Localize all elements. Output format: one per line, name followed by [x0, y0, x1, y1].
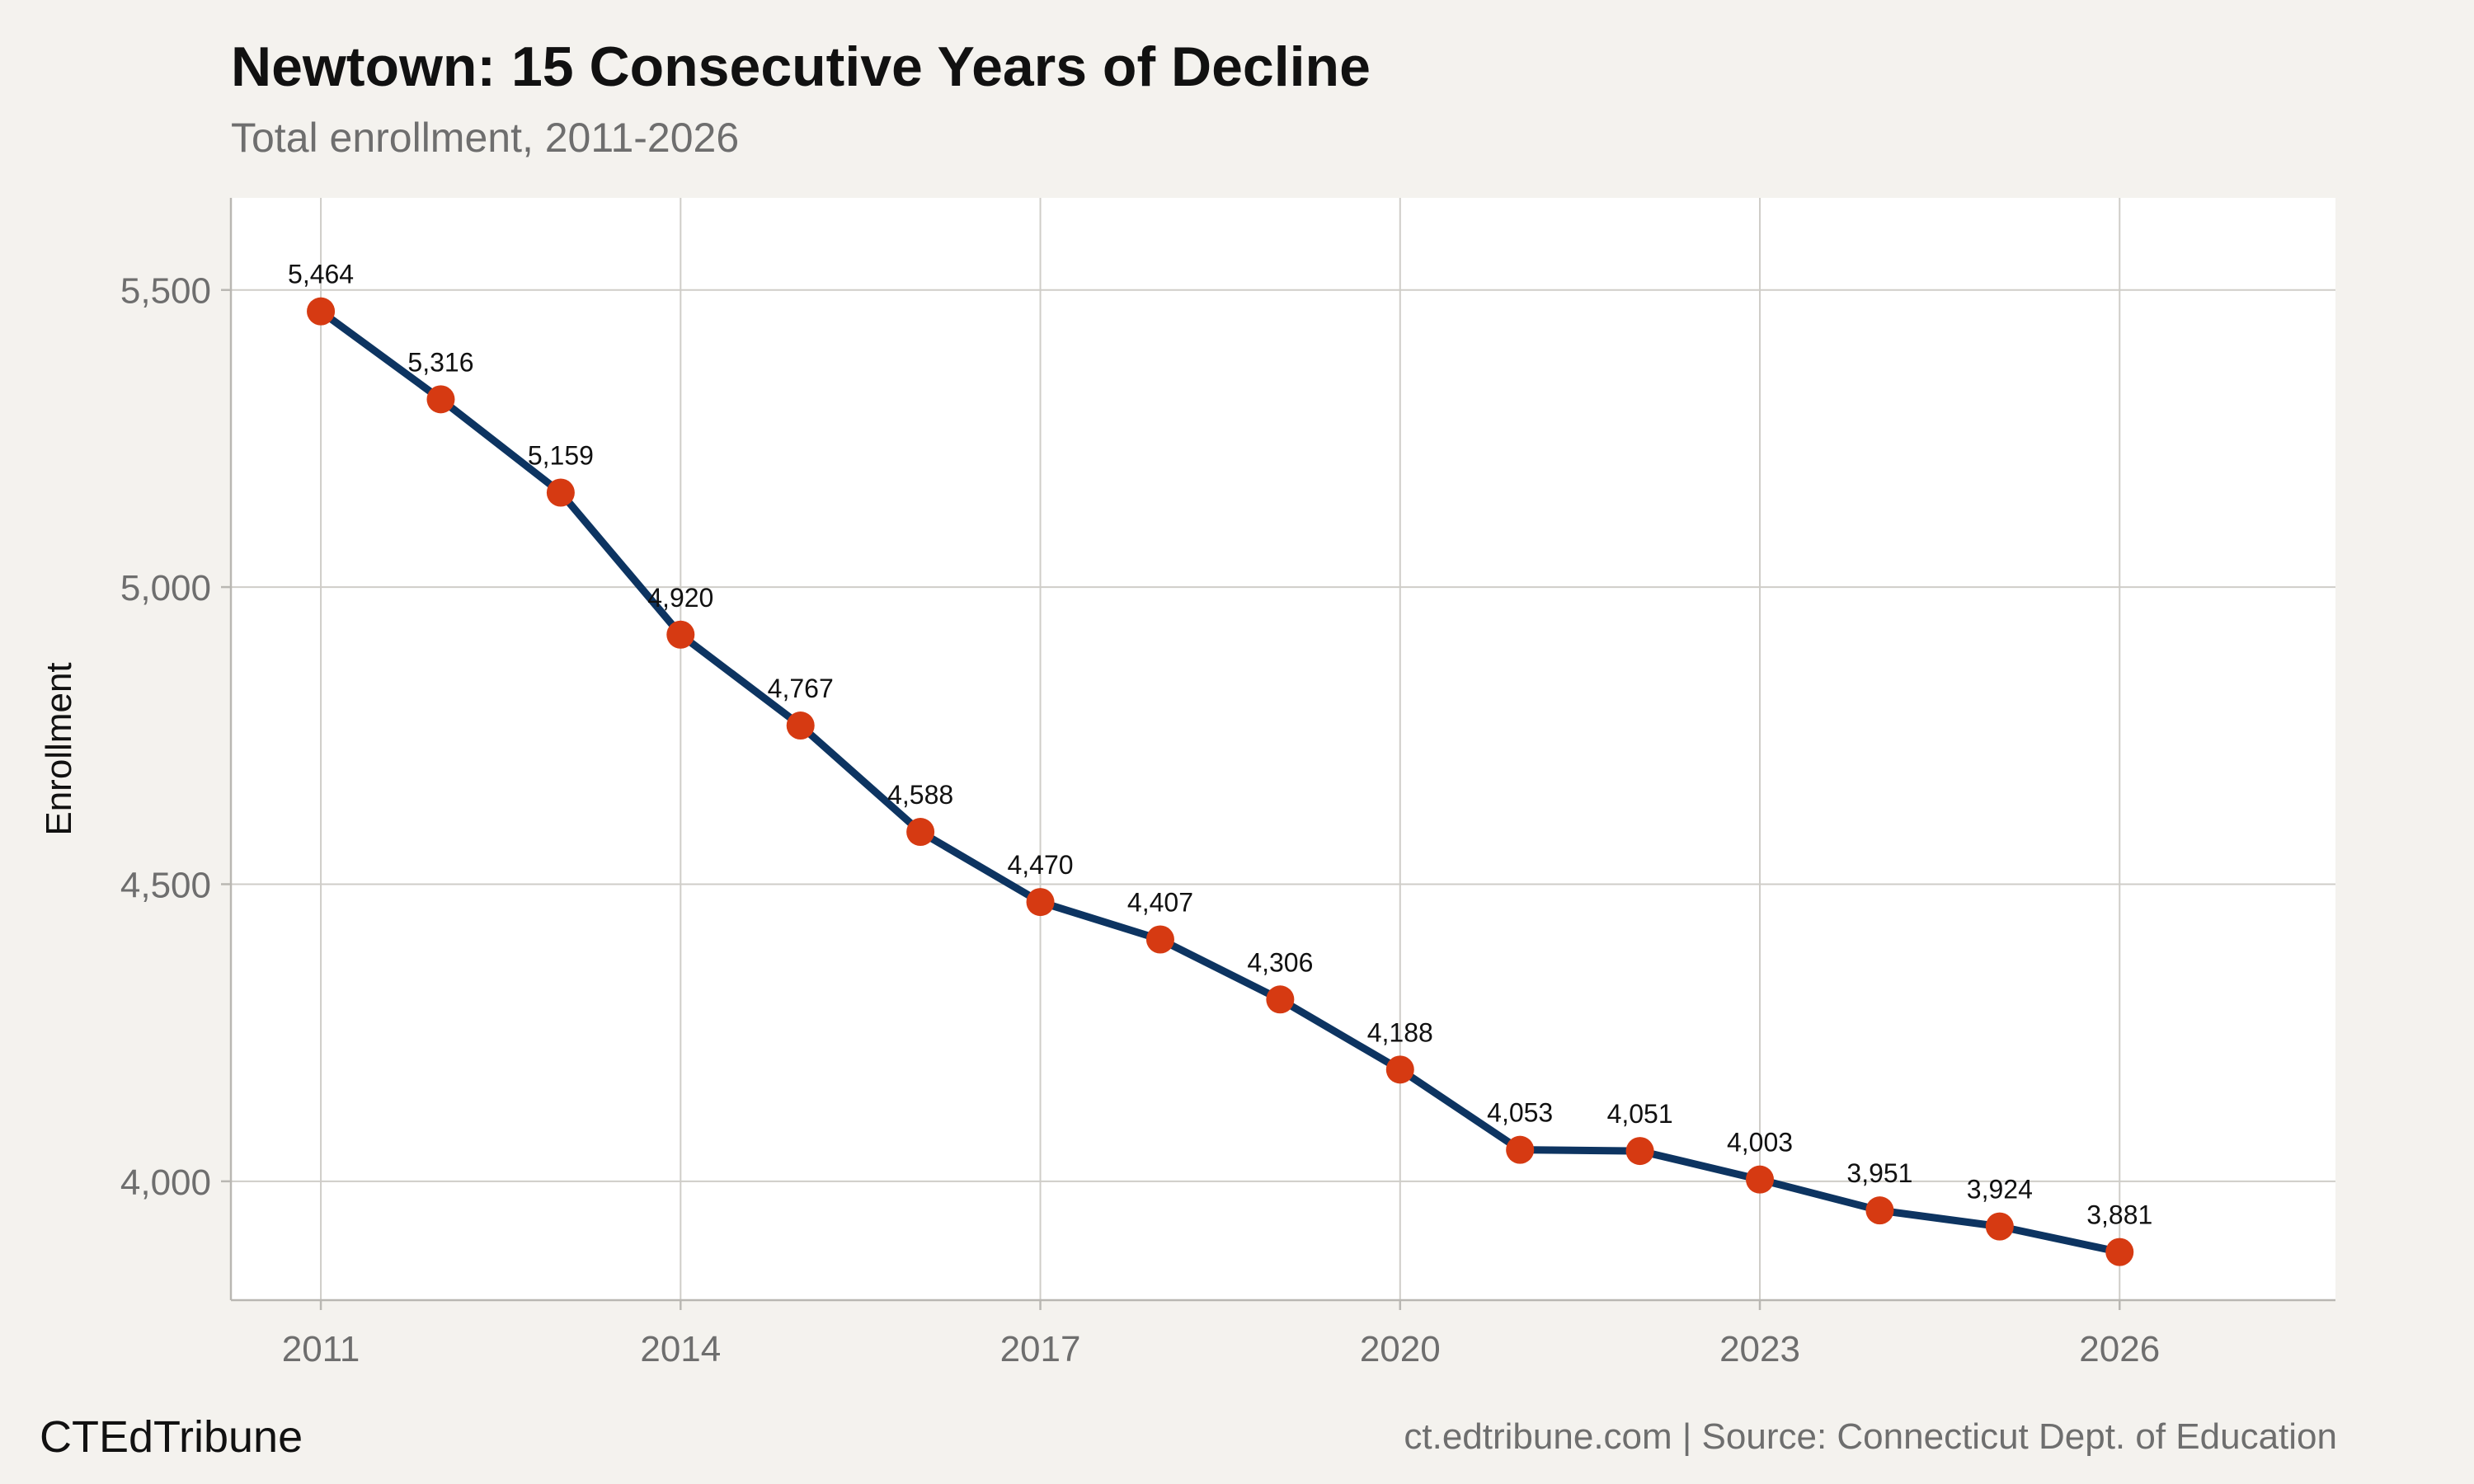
- plot-area: [231, 198, 2335, 1300]
- source-credit: ct.edtribune.com | Source: Connecticut D…: [1404, 1416, 2337, 1457]
- data-point: [1865, 1196, 1894, 1225]
- x-tick-label: 2026: [2079, 1329, 2160, 1369]
- data-point: [1506, 1135, 1535, 1164]
- data-label: 4,053: [1487, 1098, 1553, 1128]
- brand-logo-text: CTEdTribune: [40, 1412, 303, 1462]
- data-point: [1985, 1212, 2014, 1241]
- y-tick-label: 4,500: [120, 865, 211, 905]
- x-tick-label: 2014: [640, 1329, 721, 1369]
- data-label: 4,588: [887, 780, 953, 810]
- data-point: [1145, 925, 1174, 954]
- data-point: [1746, 1165, 1775, 1194]
- data-label: 4,051: [1607, 1099, 1673, 1129]
- data-label: 4,306: [1247, 947, 1313, 977]
- data-label: 4,767: [768, 674, 834, 703]
- chart-title: Newtown: 15 Consecutive Years of Decline: [231, 35, 1371, 98]
- y-axis-title: Enrollment: [39, 662, 79, 835]
- data-point: [1625, 1137, 1654, 1166]
- x-tick-label: 2023: [1719, 1329, 1800, 1369]
- data-point: [666, 620, 695, 649]
- data-point: [307, 297, 336, 326]
- data-label: 4,188: [1367, 1017, 1433, 1047]
- data-label: 4,003: [1727, 1128, 1793, 1158]
- data-point: [546, 478, 575, 507]
- x-tick-label: 2020: [1360, 1329, 1441, 1369]
- data-label: 5,316: [407, 347, 473, 377]
- chart-subtitle: Total enrollment, 2011-2026: [231, 115, 740, 161]
- y-tick-label: 5,500: [120, 271, 211, 312]
- y-tick-label: 4,000: [120, 1162, 211, 1203]
- series-line: [317, 308, 2124, 1256]
- data-label: 3,951: [1846, 1158, 1912, 1188]
- data-point: [1026, 888, 1055, 917]
- data-point: [426, 385, 455, 414]
- data-label: 5,159: [528, 440, 594, 470]
- x-tick-label: 2011: [282, 1329, 360, 1369]
- data-label: 3,924: [1967, 1175, 2033, 1205]
- data-label: 5,464: [288, 260, 354, 289]
- data-point: [1385, 1055, 1414, 1084]
- x-tick-label: 2017: [1000, 1329, 1081, 1369]
- data-label: 4,407: [1127, 888, 1193, 918]
- y-tick-label: 5,000: [120, 568, 211, 608]
- data-label: 4,920: [647, 583, 713, 613]
- data-point: [1266, 985, 1295, 1014]
- data-point: [786, 711, 815, 740]
- data-point: [2105, 1237, 2134, 1266]
- data-label: 4,470: [1007, 850, 1073, 880]
- data-label: 3,881: [2086, 1200, 2152, 1230]
- data-point: [906, 818, 935, 847]
